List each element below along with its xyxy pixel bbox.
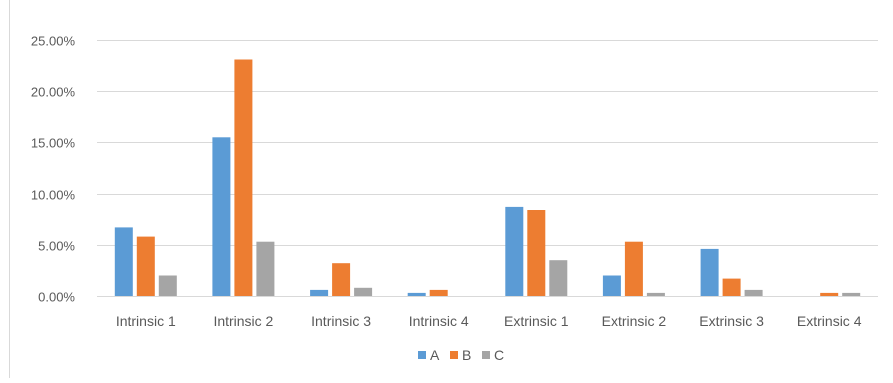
legend-swatch-b xyxy=(450,351,458,359)
bar-c-intrinsic-1 xyxy=(158,275,177,296)
legend-swatch-a xyxy=(418,351,426,359)
bar-a-extrinsic-1 xyxy=(505,206,524,296)
x-tick-label: Intrinsic 3 xyxy=(311,313,371,329)
bar-a-intrinsic-4 xyxy=(407,292,426,296)
y-tick-label: 10.00% xyxy=(31,188,76,203)
bar-c-extrinsic-2 xyxy=(646,292,665,296)
legend-label-b: B xyxy=(462,347,471,363)
x-tick-label: Extrinsic 1 xyxy=(504,313,569,329)
bar-a-extrinsic-2 xyxy=(602,275,621,296)
x-tick-label: Extrinsic 3 xyxy=(699,313,764,329)
y-tick-label: 25.00% xyxy=(31,34,76,49)
legend-label-c: C xyxy=(494,347,504,363)
bar-b-extrinsic-2 xyxy=(624,241,643,296)
bar-b-intrinsic-2 xyxy=(234,59,253,296)
x-tick-label: Intrinsic 2 xyxy=(213,313,273,329)
x-tick-label: Intrinsic 4 xyxy=(409,313,469,329)
x-tick-label: Extrinsic 4 xyxy=(797,313,862,329)
legend: A B C xyxy=(418,347,504,363)
bars xyxy=(114,59,861,296)
y-tick-label: 0.00% xyxy=(38,290,75,305)
bar-c-extrinsic-3 xyxy=(744,289,763,296)
bar-a-intrinsic-2 xyxy=(212,137,231,296)
bar-c-intrinsic-2 xyxy=(256,241,275,296)
bar-a-intrinsic-1 xyxy=(114,227,133,296)
y-tick-label: 5.00% xyxy=(38,239,75,254)
legend-swatch-c xyxy=(482,351,490,359)
bar-b-extrinsic-1 xyxy=(527,210,546,296)
bar-a-intrinsic-3 xyxy=(310,289,329,296)
bar-b-intrinsic-4 xyxy=(429,289,448,296)
legend-label-a: A xyxy=(430,347,440,363)
x-tick-label: Intrinsic 1 xyxy=(116,313,176,329)
bar-b-intrinsic-3 xyxy=(332,263,351,296)
x-tick-label: Extrinsic 2 xyxy=(602,313,667,329)
bar-b-intrinsic-1 xyxy=(136,236,155,296)
y-tick-label: 15.00% xyxy=(31,136,76,151)
bar-c-extrinsic-1 xyxy=(549,260,568,296)
bar-c-extrinsic-4 xyxy=(842,292,861,296)
bar-a-extrinsic-3 xyxy=(700,248,719,296)
y-tick-label: 20.00% xyxy=(31,85,76,100)
bar-b-extrinsic-4 xyxy=(820,292,839,296)
x-axis-tick-labels: Intrinsic 1 Intrinsic 2 Intrinsic 3 Intrins… xyxy=(116,313,862,329)
y-axis-tick-labels: 0.00% 5.00% 10.00% 15.00% 20.00% 25.00% xyxy=(31,34,76,305)
bar-b-extrinsic-3 xyxy=(722,278,741,296)
bar-c-intrinsic-3 xyxy=(354,287,373,296)
